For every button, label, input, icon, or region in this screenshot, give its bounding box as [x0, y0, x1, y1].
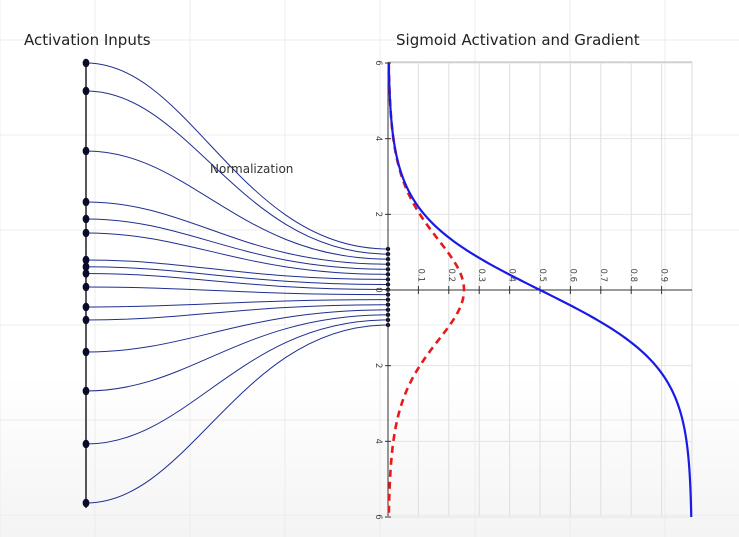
normalization-label: Normalization — [210, 162, 293, 176]
normalization-line — [85, 201, 389, 265]
input-node — [82, 282, 90, 292]
normalization-line — [85, 319, 389, 445]
input-node — [82, 347, 90, 357]
input-node — [82, 197, 90, 207]
input-node — [82, 86, 90, 96]
normalization-line — [85, 62, 389, 250]
normalization-line — [85, 218, 389, 270]
input-node — [82, 315, 90, 325]
normalization-line — [85, 273, 389, 291]
normalization-line — [85, 266, 389, 285]
input-node — [82, 498, 90, 508]
value-tick-label: 0.8 — [628, 268, 638, 282]
input-node — [82, 214, 90, 224]
sigmoid-curve — [387, 62, 693, 518]
value-tick-label: 0.3 — [476, 268, 486, 282]
z-tick-label: 0 — [373, 287, 383, 292]
input-node — [82, 302, 90, 312]
normalization-line — [85, 304, 389, 321]
normalization-line — [85, 232, 389, 275]
input-nodes — [82, 58, 90, 508]
normalization-line — [85, 90, 389, 255]
normalization-line — [85, 309, 389, 353]
input-node — [82, 269, 90, 278]
z-tick-label: 6 — [373, 514, 383, 519]
z-tick-label: 4 — [373, 439, 383, 444]
normalization-line — [85, 314, 389, 392]
value-tick-label: 0.6 — [567, 268, 577, 282]
z-tick-label: 2 — [373, 212, 383, 217]
normalization-line — [85, 324, 389, 504]
input-node — [82, 255, 90, 265]
input-node — [82, 439, 90, 449]
normalization-line — [85, 286, 389, 296]
value-tick-label: 0.5 — [537, 268, 547, 282]
input-node — [82, 58, 90, 68]
input-node — [82, 228, 90, 238]
value-tick-label: 0.2 — [446, 268, 456, 282]
chart-title: Sigmoid Activation and Gradient — [396, 31, 640, 49]
value-tick-label: 0.7 — [598, 268, 608, 282]
input-node — [82, 262, 90, 271]
normalization-line — [85, 259, 389, 280]
activation-inputs-title: Activation Inputs — [24, 31, 151, 49]
input-node — [82, 386, 90, 396]
normalization-line — [85, 299, 389, 308]
normalization-line — [85, 150, 389, 260]
value-tick-label: 0.9 — [659, 268, 669, 282]
value-tick-label: 0.1 — [415, 268, 425, 282]
z-tick-label: 2 — [373, 363, 383, 368]
z-tick-label: 4 — [373, 136, 383, 141]
normalization-lines — [85, 62, 389, 504]
z-tick-label: 6 — [373, 60, 383, 65]
input-node — [82, 146, 90, 156]
